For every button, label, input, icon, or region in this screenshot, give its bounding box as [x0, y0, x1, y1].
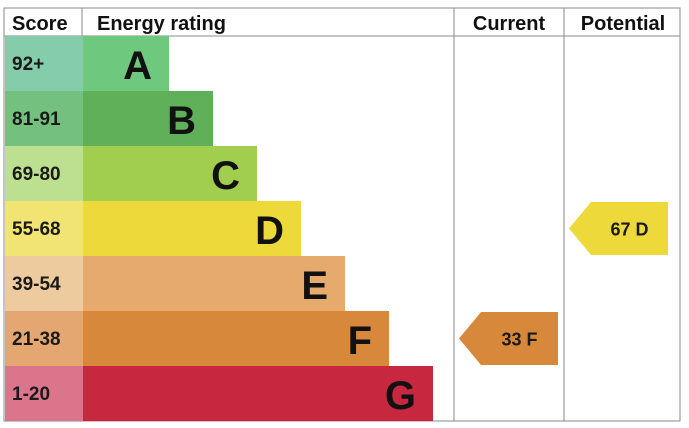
band-letter-label: F — [348, 319, 372, 363]
band-score-label: 1-20 — [12, 384, 50, 405]
band-score-label: 92+ — [12, 54, 44, 75]
current-rating-indicator: 33 F — [459, 312, 558, 365]
score-cell — [5, 256, 83, 311]
band-bar-b — [83, 91, 213, 146]
band-bar-d — [83, 201, 301, 256]
band-bar-f — [83, 311, 389, 366]
band-letter-label: G — [385, 374, 416, 418]
potential-indicator-label: 67 D — [610, 220, 648, 240]
band-score-label: 55-68 — [12, 219, 61, 240]
potential-header: Potential — [581, 13, 665, 35]
band-score-label: 69-80 — [12, 164, 61, 185]
band-bar-e — [83, 256, 345, 311]
band-letter-label: A — [123, 44, 152, 88]
current-indicator-label: 33 F — [501, 330, 537, 350]
band-bar-a — [83, 36, 169, 91]
band-row-f: 21-38 F — [5, 311, 389, 366]
band-score-label: 39-54 — [12, 274, 61, 295]
band-score-label: 21-38 — [12, 329, 61, 350]
band-letter-label: E — [301, 264, 328, 308]
band-letter-label: D — [255, 209, 284, 253]
band-bar-g — [83, 366, 433, 421]
rating-indicators: 33 F 67 D — [459, 202, 668, 365]
score-cell — [5, 146, 83, 201]
band-score-label: 81-91 — [12, 109, 61, 130]
band-row-d: 55-68 D — [5, 201, 301, 256]
score-header: Score — [12, 13, 68, 35]
band-bar-c — [83, 146, 257, 201]
score-cell — [5, 366, 83, 421]
band-row-e: 39-54 E — [5, 256, 345, 311]
score-cell — [5, 36, 83, 91]
energy-rating-header: Energy rating — [97, 13, 226, 35]
band-letter-label: B — [167, 99, 196, 143]
score-cell — [5, 91, 83, 146]
rating-bands: 92+ A 81-91 B 69-80 C 55-68 D 39-54 E 21-38 F 1-20 G — [5, 36, 433, 421]
potential-rating-indicator: 67 D — [569, 202, 668, 255]
band-row-c: 69-80 C — [5, 146, 257, 201]
current-indicator-arrow — [459, 312, 558, 365]
score-cell — [5, 311, 83, 366]
band-row-g: 1-20 G — [5, 366, 433, 421]
current-header: Current — [473, 13, 546, 35]
score-cell — [5, 201, 83, 256]
band-row-a: 92+ A — [5, 36, 169, 91]
chart-headers: Score Energy rating Current Potential — [12, 13, 665, 35]
band-row-b: 81-91 B — [5, 91, 213, 146]
band-letter-label: C — [211, 154, 240, 198]
potential-indicator-arrow — [569, 202, 668, 255]
